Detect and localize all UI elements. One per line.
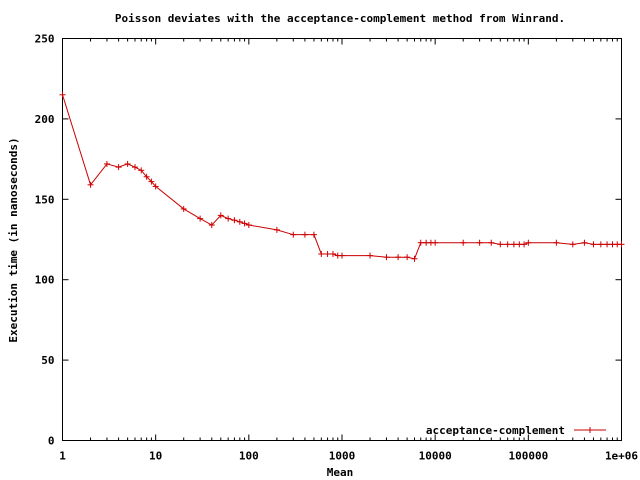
data-point bbox=[245, 222, 252, 229]
data-point bbox=[411, 255, 418, 262]
data-point bbox=[395, 254, 402, 261]
x-axis-label: Mean bbox=[327, 466, 354, 479]
data-point bbox=[310, 231, 317, 238]
data-point bbox=[618, 241, 625, 248]
data-point bbox=[124, 160, 131, 167]
data-point bbox=[581, 239, 588, 246]
data-point bbox=[597, 241, 604, 248]
data-point bbox=[87, 181, 94, 188]
data-point bbox=[497, 241, 504, 248]
series-layer bbox=[59, 91, 625, 262]
data-point bbox=[525, 239, 532, 246]
data-point bbox=[148, 178, 155, 185]
data-point bbox=[241, 220, 248, 227]
data-point bbox=[553, 239, 560, 246]
x-tick-label: 1000 bbox=[329, 450, 356, 463]
data-point bbox=[510, 241, 517, 248]
data-point bbox=[504, 241, 511, 248]
data-point bbox=[604, 241, 611, 248]
data-point bbox=[569, 241, 576, 248]
x-tick-label: 10 bbox=[149, 450, 162, 463]
x-tick-label: 100000 bbox=[508, 450, 548, 463]
data-point bbox=[488, 239, 495, 246]
y-tick-label: 50 bbox=[41, 354, 54, 367]
x-tick-label: 1 bbox=[59, 450, 66, 463]
data-point bbox=[324, 250, 331, 257]
x-tick-label: 100 bbox=[239, 450, 259, 463]
legend-marker-sample bbox=[587, 427, 593, 433]
data-point bbox=[103, 160, 110, 167]
data-point bbox=[217, 212, 224, 219]
y-tick-label: 0 bbox=[48, 435, 55, 448]
y-tick-label: 150 bbox=[35, 193, 55, 206]
data-point bbox=[460, 239, 467, 246]
data-point bbox=[417, 239, 424, 246]
data-point bbox=[225, 215, 232, 222]
y-axis-label: Execution time (in nanoseconds) bbox=[7, 137, 20, 342]
data-point bbox=[115, 164, 122, 171]
data-point bbox=[367, 252, 374, 259]
x-tick-label: 10000 bbox=[419, 450, 452, 463]
legend-label: acceptance-complement bbox=[426, 424, 565, 437]
legend: acceptance-complement bbox=[426, 424, 606, 437]
y-tick-label: 200 bbox=[35, 113, 55, 126]
data-point bbox=[339, 252, 345, 259]
data-point bbox=[138, 167, 145, 174]
plot-frame bbox=[62, 38, 622, 441]
data-point bbox=[521, 241, 528, 248]
data-point bbox=[590, 241, 597, 248]
data-point bbox=[290, 231, 297, 238]
data-point bbox=[236, 218, 243, 225]
data-point bbox=[404, 254, 411, 261]
y-tick-label: 100 bbox=[35, 274, 55, 287]
data-point bbox=[318, 250, 325, 257]
data-point bbox=[143, 173, 150, 180]
data-point bbox=[301, 231, 308, 238]
data-point bbox=[432, 239, 439, 246]
chart-title: Poisson deviates with the acceptance-com… bbox=[115, 12, 565, 25]
data-point bbox=[208, 222, 215, 229]
x-tick-label: 1e+06 bbox=[605, 450, 638, 463]
data-point bbox=[476, 239, 483, 246]
data-point bbox=[231, 217, 238, 224]
data-point bbox=[329, 250, 336, 257]
data-point bbox=[383, 254, 390, 261]
axis-ticks bbox=[62, 38, 622, 441]
data-point bbox=[273, 226, 280, 233]
data-point bbox=[152, 183, 159, 190]
y-tick-label: 250 bbox=[35, 33, 55, 46]
data-point bbox=[59, 91, 66, 98]
data-point bbox=[180, 205, 187, 212]
data-point bbox=[131, 164, 138, 171]
data-point bbox=[197, 215, 204, 222]
axis-tick-labels: 0 50 100 150 200 250 1 10 100 1000 10000 100000 1e+0… bbox=[35, 33, 639, 463]
